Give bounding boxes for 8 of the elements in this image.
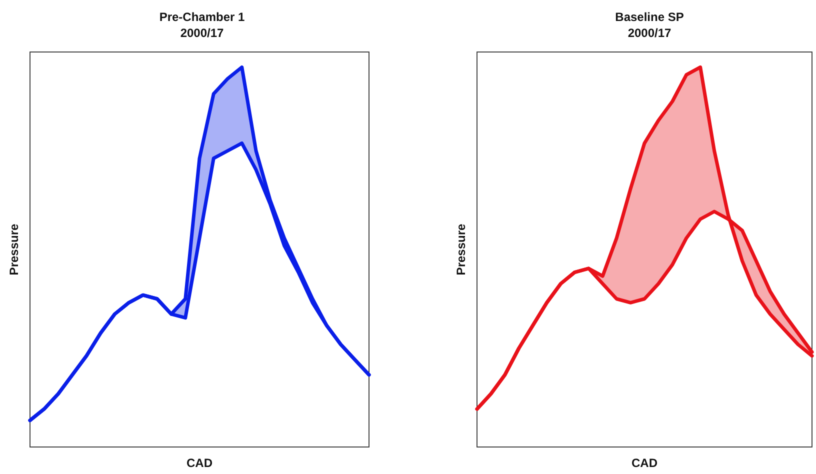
chart-subtitle: 2000/17 xyxy=(180,26,224,40)
chart-title: Pre-Chamber 1 xyxy=(159,10,246,24)
y-axis-title: Pressure xyxy=(454,223,468,276)
chart-title: Baseline SP xyxy=(615,10,684,24)
x-axis-title: CAD xyxy=(632,456,658,470)
chart-subtitle: 2000/17 xyxy=(628,26,672,40)
x-axis-title: CAD xyxy=(186,456,213,470)
y-axis-title: Pressure xyxy=(7,223,21,276)
